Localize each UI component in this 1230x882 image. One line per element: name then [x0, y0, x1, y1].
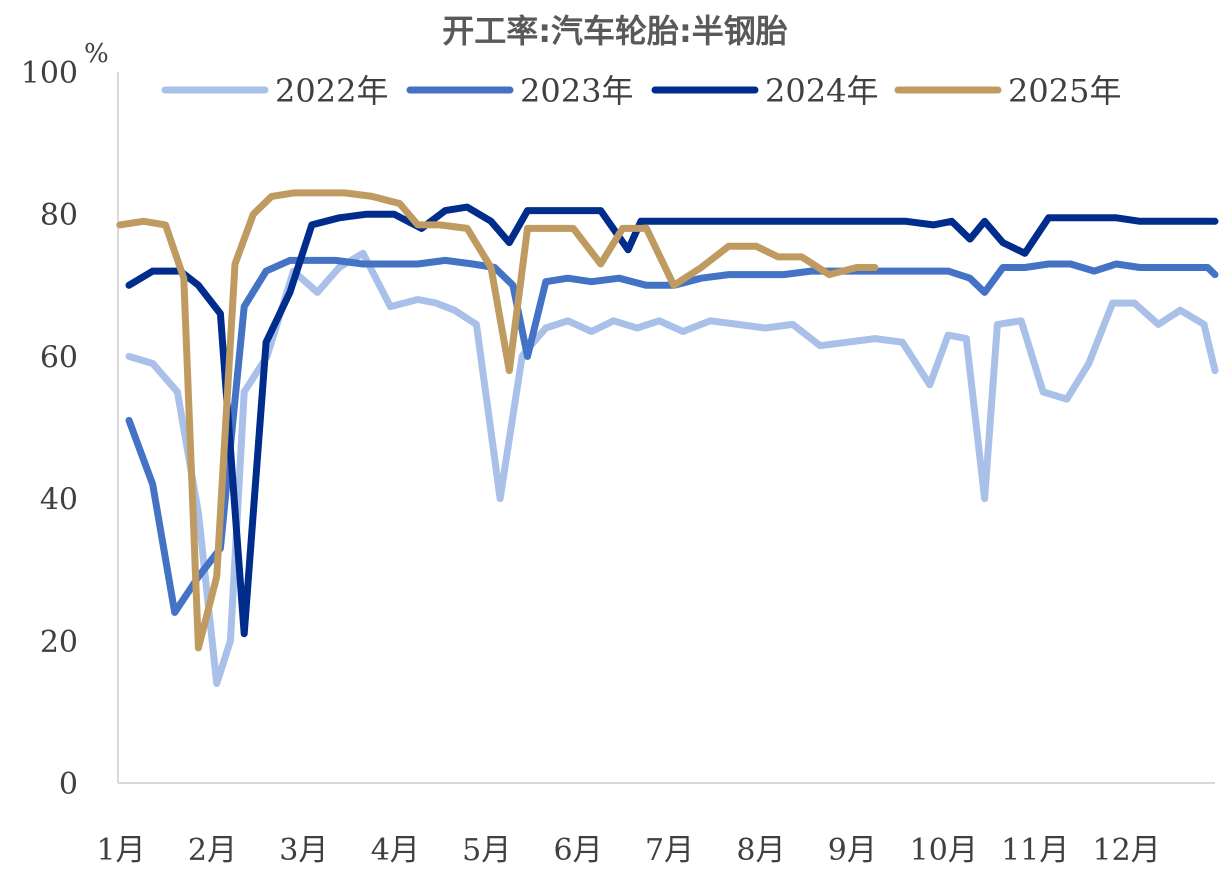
y-tick-label: 80	[40, 198, 78, 233]
legend-label: 2025年	[1008, 72, 1121, 110]
legend: 2022年 2023年 2024年 2025年	[161, 72, 1121, 110]
y-tick-label: 100	[21, 56, 78, 91]
x-tick-label: 10月	[910, 833, 978, 868]
series-lines	[116, 189, 1219, 687]
x-tick-label: 12月	[1092, 833, 1160, 868]
x-tick-label: 11月	[1001, 833, 1069, 868]
y-tick-label: 0	[59, 767, 78, 802]
x-tick-label: 5月	[462, 833, 511, 868]
x-tick-label: 6月	[554, 833, 603, 868]
x-tick-label: 8月	[736, 833, 785, 868]
x-tick-label: 3月	[279, 833, 328, 868]
x-tick-labels: 1月 2月 3月 4月 5月 6月 7月 8月 9月 10月 11月 12月	[96, 833, 1160, 868]
series-line-0	[125, 249, 1219, 687]
legend-label: 2024年	[765, 72, 878, 110]
legend-label: 2022年	[275, 72, 388, 110]
series-line-2	[125, 203, 1219, 638]
chart-title: 开工率:汽车轮胎:半钢胎	[442, 12, 788, 50]
legend-label: 2023年	[520, 72, 633, 110]
x-tick-label: 9月	[828, 833, 877, 868]
y-tick-labels: 0 20 40 60 80 100	[21, 56, 78, 802]
x-tick-label: 2月	[188, 833, 237, 868]
series-line-1	[125, 256, 1219, 616]
x-tick-label: 7月	[645, 833, 694, 868]
x-tick-label: 4月	[371, 833, 420, 868]
y-tick-label: 20	[40, 625, 78, 660]
y-axis-unit: %	[84, 39, 109, 69]
y-tick-label: 60	[40, 340, 78, 375]
y-tick-label: 40	[40, 483, 78, 518]
series-line-3	[116, 189, 879, 652]
x-tick-label: 1月	[96, 833, 145, 868]
